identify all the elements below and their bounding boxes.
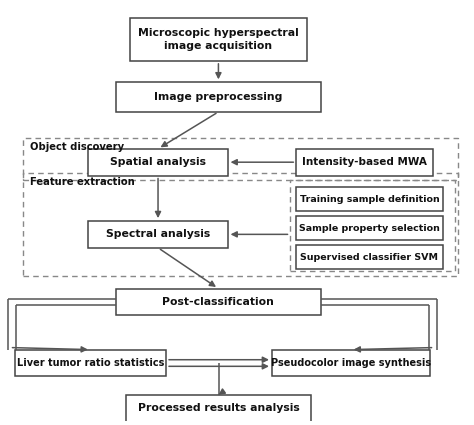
Text: Pseudocolor image synthesis: Pseudocolor image synthesis: [271, 358, 431, 368]
FancyBboxPatch shape: [126, 395, 311, 422]
Text: Object discovery: Object discovery: [30, 142, 124, 153]
FancyBboxPatch shape: [116, 289, 320, 315]
Text: Training sample definition: Training sample definition: [300, 195, 439, 204]
FancyBboxPatch shape: [296, 245, 443, 269]
FancyBboxPatch shape: [272, 350, 430, 377]
FancyBboxPatch shape: [88, 221, 228, 248]
Text: Post-classification: Post-classification: [163, 297, 274, 307]
Text: Feature extraction: Feature extraction: [30, 178, 135, 187]
FancyBboxPatch shape: [296, 149, 433, 176]
FancyBboxPatch shape: [116, 82, 320, 112]
Text: Sample property selection: Sample property selection: [299, 224, 440, 232]
Text: Spatial analysis: Spatial analysis: [110, 157, 206, 167]
Text: Image preprocessing: Image preprocessing: [154, 92, 283, 102]
FancyBboxPatch shape: [15, 350, 166, 377]
Text: Liver tumor ratio statistics: Liver tumor ratio statistics: [17, 358, 164, 368]
Text: Microscopic hyperspectral
image acquisition: Microscopic hyperspectral image acquisit…: [138, 28, 299, 51]
FancyBboxPatch shape: [296, 216, 443, 240]
Text: Spectral analysis: Spectral analysis: [106, 230, 210, 239]
Text: Intensity-based MWA: Intensity-based MWA: [302, 157, 427, 167]
Text: Supervised classifier SVM: Supervised classifier SVM: [301, 252, 438, 261]
Text: Processed results analysis: Processed results analysis: [137, 403, 299, 414]
FancyBboxPatch shape: [296, 187, 443, 211]
FancyBboxPatch shape: [88, 149, 228, 176]
FancyBboxPatch shape: [130, 18, 307, 61]
